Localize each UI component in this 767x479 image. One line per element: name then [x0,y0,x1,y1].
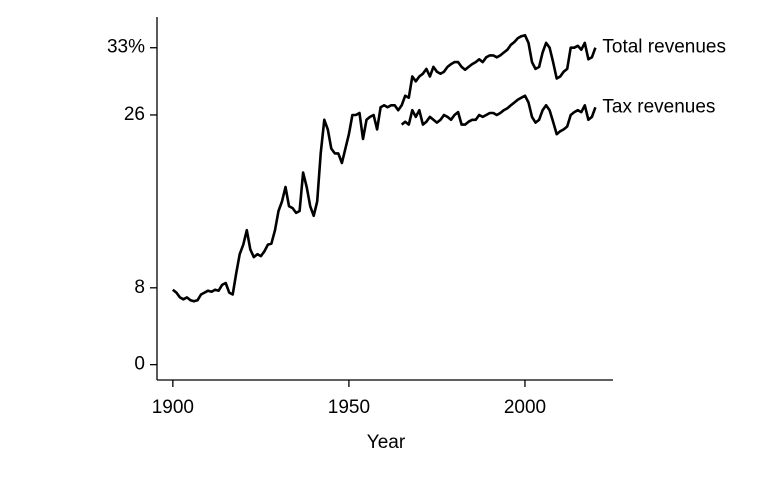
x-tick-label: 1900 [152,397,194,418]
y-tick-label: 8 [134,277,145,298]
y-tick-label: 0 [134,354,145,375]
x-tick-label: 1950 [328,397,370,418]
y-tick-label: 26 [124,104,145,125]
series-label: Tax revenues [602,96,715,117]
line [171,33,597,303]
series-label: Total revenues [602,37,726,58]
line [400,94,597,136]
x-axis-label: Year [367,432,406,453]
y-tick-label: 33% [107,37,145,58]
x-tick-label: 2000 [504,397,546,418]
